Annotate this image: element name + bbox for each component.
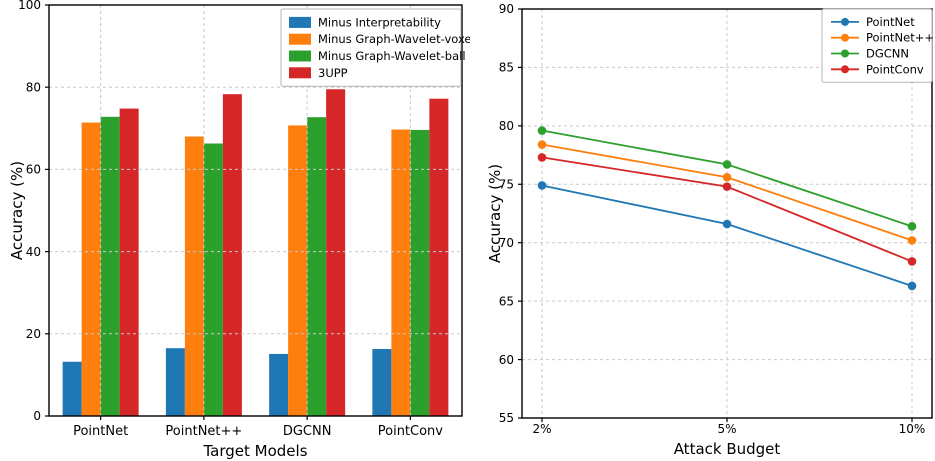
- x-tick-label: 10%: [899, 422, 926, 436]
- bar: [288, 125, 308, 417]
- y-tick-label: 75: [499, 177, 514, 191]
- legend-frame: [821, 8, 933, 83]
- y-tick-label: 20: [26, 327, 41, 341]
- bar: [410, 129, 430, 416]
- x-axis-label: Target Models: [202, 442, 307, 460]
- legend-label: 3UPP: [318, 66, 348, 80]
- legend-marker: [841, 65, 849, 74]
- bar: [372, 349, 392, 416]
- bar: [184, 136, 204, 416]
- legend-swatch: [289, 16, 311, 28]
- bar: [326, 89, 346, 416]
- data-point: [907, 281, 917, 291]
- x-tick-label: PointNet: [73, 424, 128, 439]
- bar: [307, 117, 327, 416]
- data-point: [907, 257, 917, 266]
- data-layer: [62, 89, 449, 417]
- y-tick-label: 85: [499, 61, 514, 75]
- legend-label: DGCNN: [866, 47, 909, 61]
- legend-marker: [841, 17, 849, 26]
- legend-frame: [280, 8, 462, 87]
- y-tick-label: 90: [499, 2, 514, 16]
- x-tick-label: PointConv: [378, 424, 444, 439]
- bar: [429, 98, 449, 417]
- bar: [81, 122, 101, 417]
- legend-marker: [841, 33, 849, 42]
- bar: [391, 129, 411, 416]
- bar-chart-svg: 0 20 40 60 80 100 PointNet PointNet++ DGCNN Point…: [8, 0, 470, 460]
- legend-swatch: [289, 33, 311, 45]
- line-chart-svg: 55 60 65 70 75 80 85 90 2% 5% 10% Attack Budget Accu…: [486, 2, 934, 458]
- data-point: [537, 153, 547, 162]
- data-point: [722, 182, 732, 191]
- data-point: [537, 140, 547, 149]
- x-tick-label: 5%: [717, 422, 736, 436]
- legend-swatch: [289, 50, 311, 62]
- legend-marker: [841, 49, 849, 58]
- x-tick-label: PointNet++: [165, 424, 242, 439]
- x-tick-label: DGCNN: [283, 424, 332, 439]
- data-point: [907, 222, 917, 231]
- y-axis-label: Accuracy (%): [486, 164, 504, 263]
- bar: [222, 94, 242, 416]
- legend-label: PointNet: [866, 15, 915, 29]
- y-tick-label: 55: [499, 411, 514, 425]
- bar: [119, 108, 139, 416]
- legend-label: Minus Graph-Wavelet-voxel: [318, 32, 470, 46]
- plot-border: [48, 4, 463, 417]
- bar-chart-figure: 0 20 40 60 80 100 PointNet PointNet++ DGCNN Point…: [8, 0, 470, 460]
- y-tick-label: 65: [499, 294, 514, 308]
- data-line: [541, 184, 913, 287]
- bar: [100, 116, 120, 416]
- legend-label: Minus Interpretability: [318, 15, 441, 29]
- y-tick-label: 100: [18, 0, 41, 12]
- bar: [62, 361, 82, 416]
- data-point: [722, 172, 732, 182]
- data-point: [537, 126, 547, 135]
- data-point: [722, 160, 732, 169]
- y-tick-label: 0: [33, 409, 41, 423]
- x-axis-label: Attack Budget: [674, 440, 781, 458]
- data-point: [722, 219, 732, 229]
- x-tick-label: 2%: [532, 422, 551, 436]
- y-tick-label: 60: [499, 353, 514, 367]
- data-layer: [537, 126, 917, 291]
- y-tick-label: 40: [26, 245, 41, 259]
- bar: [203, 143, 223, 416]
- y-tick-label: 80: [499, 119, 514, 133]
- bar: [269, 353, 289, 416]
- data-point: [907, 236, 917, 245]
- y-tick-label: 60: [26, 163, 41, 177]
- line-chart-figure: 55 60 65 70 75 80 85 90 2% 5% 10% Attack Budget Accu…: [470, 0, 935, 461]
- legend-label: Minus Graph-Wavelet-ball: [318, 49, 466, 63]
- y-axis-label: Accuracy (%): [8, 161, 26, 260]
- legend-swatch: [289, 67, 311, 79]
- legend-label: PointConv: [866, 62, 924, 76]
- y-tick-label: 70: [499, 236, 514, 250]
- y-tick-label: 80: [26, 80, 41, 94]
- bar: [165, 348, 185, 416]
- legend-label: PointNet++: [866, 31, 934, 45]
- data-point: [537, 181, 547, 190]
